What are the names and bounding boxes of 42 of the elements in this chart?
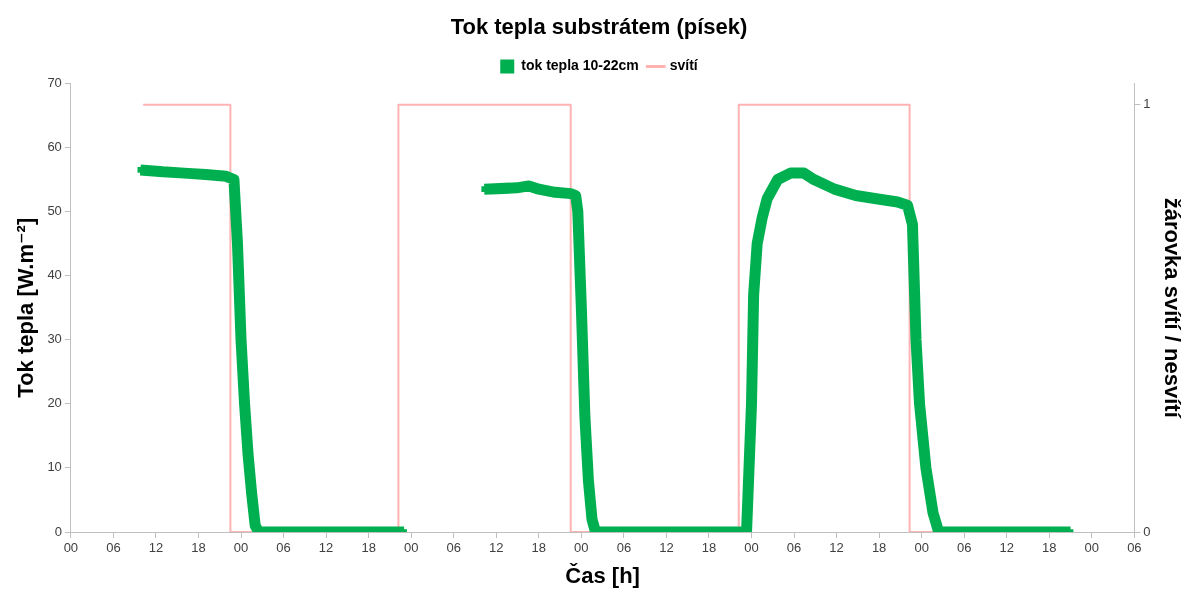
x-tick-label: 12: [829, 540, 844, 556]
x-tick-label: 12: [659, 540, 674, 556]
y-tick-label: 10: [47, 459, 62, 475]
x-tick-label: 06: [786, 540, 802, 556]
x-tick-label: 18: [531, 540, 547, 556]
x-tick-label: 06: [106, 540, 121, 556]
x-axis-title: Čas [h]: [565, 562, 640, 588]
x-tick-label: 06: [1127, 540, 1142, 556]
x-tick-label: 12: [999, 540, 1014, 556]
x-tick-label: 06: [956, 540, 972, 556]
y2-axis-title: žárovka svítí / nesvítí: [1159, 197, 1185, 419]
x-tick-label: 06: [446, 540, 461, 556]
y-tick-label: 70: [47, 74, 62, 90]
x-tick-label: 00: [744, 540, 759, 556]
y-tick-label: 30: [47, 331, 62, 347]
x-tick-label: 12: [318, 540, 334, 556]
x-tick-label: 18: [701, 540, 717, 556]
x-tick-label: 18: [191, 540, 206, 556]
x-tick-label: 00: [233, 540, 249, 556]
x-tick-label: 18: [871, 540, 887, 556]
chart-title: Tok tepla substrátem (písek): [450, 14, 748, 40]
y-axis-title: Tok tepla [W.m⁻²]: [13, 217, 39, 398]
y-tick-label: 40: [47, 267, 62, 283]
x-tick-label: 06: [276, 540, 291, 556]
legend-label: tok tepla 10-22cm: [521, 57, 639, 74]
x-tick-label: 00: [403, 540, 419, 556]
legend-label: svítí: [669, 57, 699, 74]
x-tick-label: 12: [148, 540, 164, 556]
y2-tick-label: 1: [1143, 96, 1151, 112]
x-tick-label: 00: [574, 540, 589, 556]
x-tick-label: 06: [616, 540, 632, 556]
y-tick-label: 50: [47, 203, 62, 219]
y-tick-label: 60: [47, 139, 62, 155]
y-tick-label: 0: [54, 523, 62, 539]
y2-tick-label: 0: [1143, 523, 1151, 539]
x-tick-label: 00: [914, 540, 929, 556]
x-tick-label: 00: [1084, 540, 1100, 556]
x-tick-label: 18: [361, 540, 376, 556]
x-tick-label: 00: [63, 540, 79, 556]
x-tick-label: 12: [489, 540, 504, 556]
y-tick-label: 20: [47, 395, 62, 411]
x-tick-label: 18: [1042, 540, 1057, 556]
